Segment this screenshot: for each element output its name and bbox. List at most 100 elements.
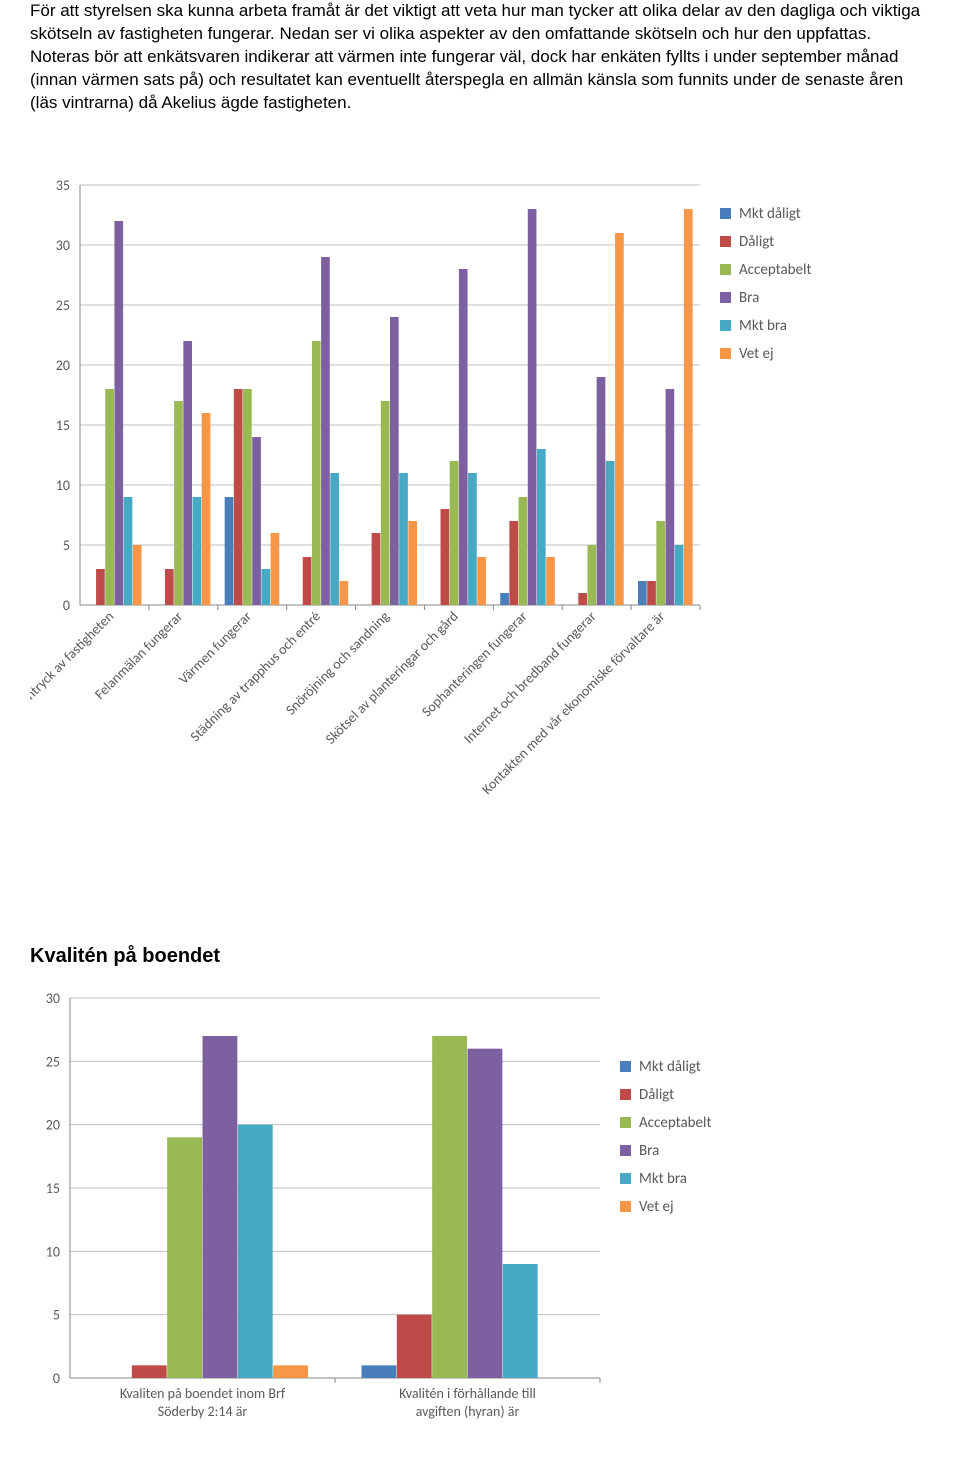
section-title-kvalitet: Kvalitén på boendet — [30, 945, 930, 968]
svg-text:20: 20 — [56, 357, 70, 374]
bar — [666, 389, 675, 605]
legend-item: Vet ej — [720, 345, 811, 363]
bar — [477, 557, 486, 605]
bar — [509, 521, 518, 605]
legend-swatch — [620, 1061, 631, 1072]
legend-swatch — [720, 348, 731, 359]
svg-text:15: 15 — [46, 1180, 60, 1197]
svg-text:5: 5 — [63, 537, 70, 554]
bar — [261, 569, 270, 605]
svg-text:35: 35 — [56, 177, 70, 194]
bar — [114, 221, 123, 605]
legend-label: Dåligt — [639, 1086, 674, 1104]
legend-swatch — [720, 236, 731, 247]
svg-text:15: 15 — [56, 417, 70, 434]
bar — [234, 389, 243, 605]
bar — [397, 1314, 432, 1377]
bar — [606, 461, 615, 605]
legend-swatch — [720, 320, 731, 331]
bar — [615, 233, 624, 605]
bar — [303, 557, 312, 605]
legend-item: Dåligt — [620, 1086, 711, 1104]
svg-text:30: 30 — [46, 990, 60, 1007]
legend-item: Bra — [620, 1142, 711, 1160]
bar — [468, 1048, 503, 1377]
legend-swatch — [620, 1145, 631, 1156]
svg-text:Skötsel av planteringar och gå: Skötsel av planteringar och gård — [322, 607, 462, 747]
bar — [339, 581, 348, 605]
bar — [450, 461, 459, 605]
bar — [330, 473, 339, 605]
bar — [684, 209, 693, 605]
bar — [546, 557, 555, 605]
legend-swatch — [620, 1173, 631, 1184]
bar — [124, 497, 133, 605]
bar — [399, 473, 408, 605]
svg-text:0: 0 — [63, 597, 70, 614]
legend-label: Mkt bra — [739, 317, 787, 335]
bar — [675, 545, 684, 605]
bar — [132, 1365, 167, 1378]
bar — [432, 1036, 467, 1378]
bar — [252, 437, 261, 605]
intro-paragraph: För att styrelsen ska kunna arbeta framå… — [30, 0, 930, 115]
legend-swatch — [620, 1089, 631, 1100]
bar — [647, 581, 656, 605]
legend-label: Mkt dåligt — [639, 1058, 701, 1076]
bar — [459, 269, 468, 605]
legend-label: Acceptabelt — [639, 1114, 711, 1132]
svg-text:30: 30 — [56, 237, 70, 254]
svg-text:10: 10 — [56, 477, 70, 494]
legend-label: Mkt bra — [639, 1170, 687, 1188]
legend-item: Acceptabelt — [620, 1114, 711, 1132]
chart-skotsel: 05101520253035Allmänt intryck av fastigh… — [30, 175, 930, 825]
legend-item: Vet ej — [620, 1198, 711, 1216]
chart-kvalitet-legend: Mkt dåligt Dåligt Acceptabelt Bra Mkt bra Vet… — [620, 988, 711, 1226]
svg-text:25: 25 — [56, 297, 70, 314]
bar — [271, 533, 280, 605]
chart-kvalitet: 051015202530Kvaliten på boendet inom Brf… — [30, 988, 930, 1428]
legend-swatch — [620, 1201, 631, 1212]
bar — [312, 341, 321, 605]
legend-item: Acceptabelt — [720, 261, 811, 279]
bar — [638, 581, 647, 605]
bar — [468, 473, 477, 605]
svg-text:Internet och bredband fungerar: Internet och bredband fungerar — [460, 607, 599, 746]
bar — [362, 1365, 397, 1378]
legend-item: Mkt bra — [720, 317, 811, 335]
bar — [96, 569, 105, 605]
bar — [587, 545, 596, 605]
bar — [202, 413, 211, 605]
bar — [167, 1137, 202, 1378]
svg-text:10: 10 — [46, 1243, 60, 1260]
legend-item: Mkt dåligt — [620, 1058, 711, 1076]
bar — [519, 497, 528, 605]
bar — [537, 449, 546, 605]
bar — [273, 1365, 308, 1378]
chart-skotsel-legend: Mkt dåligtDåligtAcceptabeltBraMkt braVet… — [720, 175, 811, 373]
bar — [203, 1036, 238, 1378]
bar — [105, 389, 114, 605]
bar — [372, 533, 381, 605]
bar — [390, 317, 399, 605]
legend-label: Vet ej — [739, 345, 774, 363]
legend-item: Bra — [720, 289, 811, 307]
legend-label: Bra — [639, 1142, 659, 1160]
bar — [321, 257, 330, 605]
legend-swatch — [720, 292, 731, 303]
bar — [528, 209, 537, 605]
bar — [165, 569, 174, 605]
bar — [441, 509, 450, 605]
svg-text:25: 25 — [46, 1053, 60, 1070]
svg-text:0: 0 — [53, 1370, 60, 1387]
bar — [408, 521, 417, 605]
svg-text:5: 5 — [53, 1306, 60, 1323]
svg-text:Städning av trapphus och entré: Städning av trapphus och entré — [187, 607, 324, 744]
bar — [238, 1124, 273, 1377]
bar — [133, 545, 142, 605]
legend-label: Acceptabelt — [739, 261, 811, 279]
bar — [193, 497, 202, 605]
legend-swatch — [620, 1117, 631, 1128]
svg-text:avgiften (hyran) är: avgiften (hyran) är — [416, 1403, 520, 1420]
bar — [174, 401, 183, 605]
